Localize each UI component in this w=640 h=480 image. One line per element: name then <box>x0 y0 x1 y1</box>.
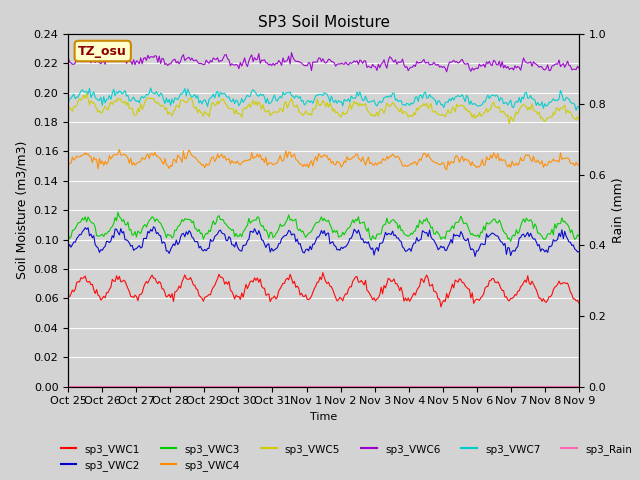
Legend: sp3_VWC1, sp3_VWC2, sp3_VWC3, sp3_VWC4, sp3_VWC5, sp3_VWC6, sp3_VWC7, sp3_Rain: sp3_VWC1, sp3_VWC2, sp3_VWC3, sp3_VWC4, … <box>56 439 636 475</box>
Y-axis label: Soil Moisture (m3/m3): Soil Moisture (m3/m3) <box>15 141 28 279</box>
X-axis label: Time: Time <box>310 412 337 422</box>
Text: TZ_osu: TZ_osu <box>78 45 127 58</box>
Y-axis label: Rain (mm): Rain (mm) <box>612 178 625 243</box>
Title: SP3 Soil Moisture: SP3 Soil Moisture <box>257 15 390 30</box>
